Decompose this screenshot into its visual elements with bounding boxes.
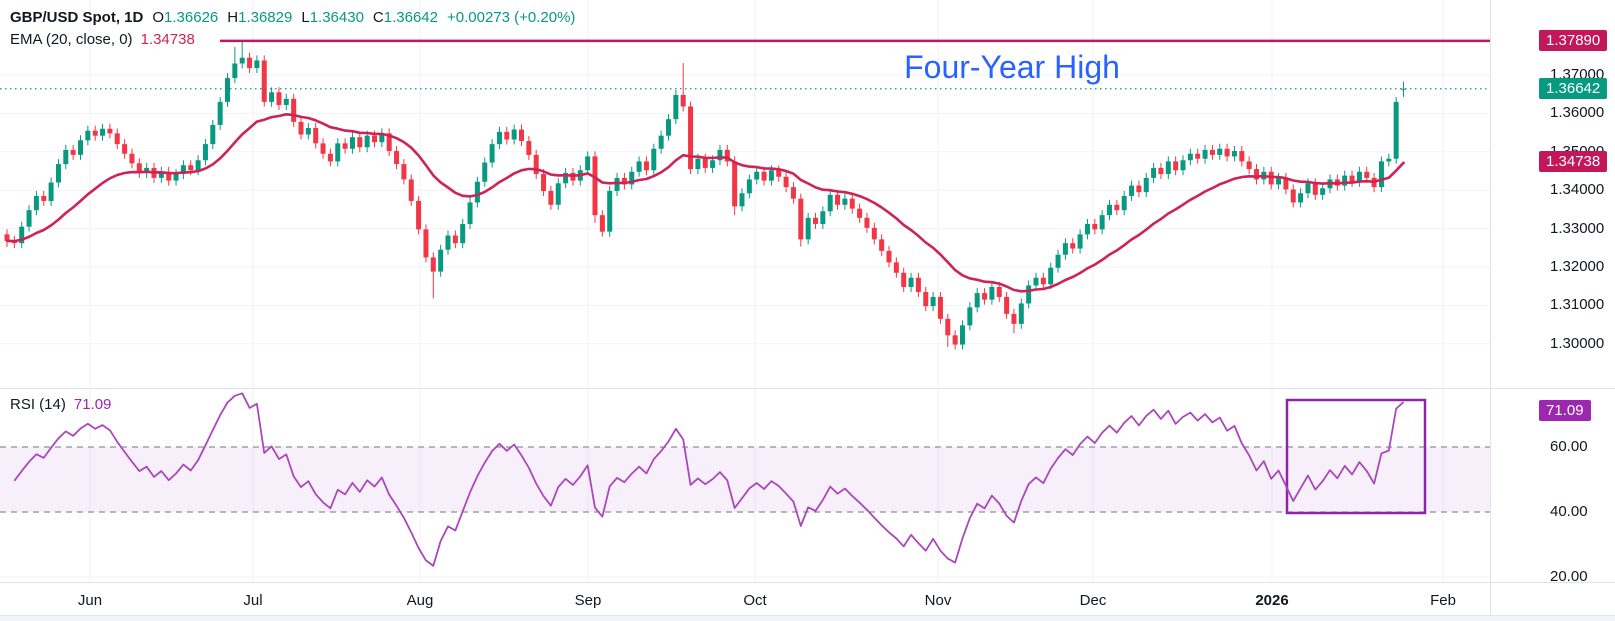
price-axis-label: 1.33000: [1550, 219, 1605, 237]
close-label: C: [372, 9, 384, 26]
rsi-highlight-box[interactable]: [1285, 398, 1427, 515]
pane-separator[interactable]: [0, 388, 1615, 389]
price-axis-label: 1.36000: [1550, 104, 1605, 122]
four-year-high-annotation[interactable]: Four-Year High: [904, 49, 1120, 85]
rsi-indicator-value: 71.09: [73, 396, 112, 413]
price-axis[interactable]: 1.370001.360001.350001.340001.330001.320…: [1490, 0, 1615, 621]
rsi-axis-label: 40.00: [1550, 503, 1588, 520]
open-value: 1.36626: [164, 9, 219, 26]
low-label: L: [301, 9, 310, 26]
time-axis[interactable]: Jun Jul Aug Sep Oct Nov Dec 2026 Feb: [0, 583, 1490, 615]
candlestick-series[interactable]: [4, 40, 1407, 350]
rsi-legend[interactable]: RSI (14) 71.09: [10, 396, 111, 413]
price-axis-label: 1.32000: [1550, 258, 1605, 275]
open-label: O: [152, 9, 165, 26]
time-axis-label: Nov: [924, 592, 952, 609]
last-price-badge: 1.36642: [1539, 78, 1608, 100]
price-axis-label: 1.31000: [1550, 296, 1605, 314]
time-axis-label: Oct: [743, 592, 767, 609]
ema-indicator-label: EMA (20, close, 0): [10, 31, 133, 48]
symbol-legend-row: GBP/USD Spot, 1D O1.36626 H1.36829 L1.36430…: [10, 7, 575, 29]
time-axis-separator: [0, 582, 1615, 583]
time-axis-label: Jun: [77, 592, 103, 609]
time-axis-label: Jul: [243, 592, 263, 609]
four-year-high-badge: 1.37890: [1539, 30, 1608, 52]
symbol-legend: GBP/USD Spot, 1D O1.36626 H1.36829 L1.36430…: [10, 7, 575, 51]
change-value: +0.00273 (+0.20%): [447, 9, 576, 26]
rsi-value-badge: 71.09: [1539, 400, 1591, 422]
rsi-band: [0, 447, 1490, 512]
symbol-title[interactable]: GBP/USD Spot, 1D: [10, 9, 144, 26]
rsi-indicator-label: RSI (14): [10, 396, 66, 413]
ema-legend-row[interactable]: EMA (20, close, 0) 1.34738: [10, 29, 575, 51]
ema-value-badge: 1.34738: [1539, 151, 1608, 173]
high-label: H: [227, 9, 239, 26]
high-value: 1.36829: [238, 9, 293, 26]
price-axis-label: 1.34000: [1550, 181, 1605, 199]
time-axis-label: Sep: [574, 592, 602, 609]
ema-indicator-value: 1.34738: [140, 31, 195, 48]
price-axis-label: 1.30000: [1550, 334, 1605, 352]
bottom-toolbar-strip: [0, 615, 1615, 621]
close-value: 1.36642: [383, 9, 438, 26]
rsi-line[interactable]: [13, 392, 1405, 567]
time-axis-label: Dec: [1079, 592, 1107, 609]
time-axis-label: 2026: [1255, 592, 1289, 609]
time-axis-label: Aug: [406, 592, 434, 609]
time-axis-label: Feb: [1430, 592, 1456, 609]
rsi-axis-label: 60.00: [1550, 438, 1588, 455]
rsi-axis-label: 20.00: [1550, 568, 1588, 585]
low-value: 1.36430: [309, 9, 364, 26]
ema-line[interactable]: [5, 113, 1405, 293]
